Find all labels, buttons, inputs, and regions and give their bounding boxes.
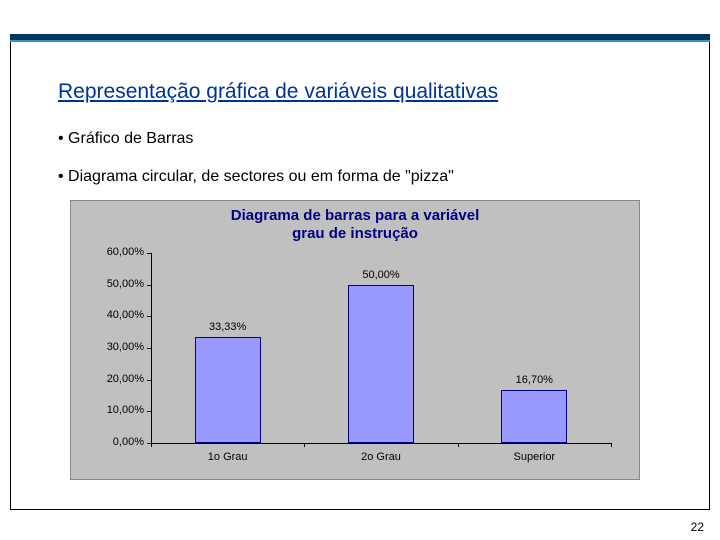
x-category-label: Superior [484,451,584,463]
bar-value-label: 50,00% [341,269,421,281]
x-axis [151,443,611,444]
y-tick-mark [147,380,151,381]
y-tick-label: 20,00% [89,373,144,385]
bar-value-label: 33,33% [188,321,268,333]
y-tick-label: 60,00% [89,246,144,258]
y-tick-label: 30,00% [89,341,144,353]
x-tick-mark [151,443,152,447]
bar [501,390,567,443]
slide: Representação gráfica de variáveis quali… [0,0,720,540]
bar [195,337,261,443]
x-tick-mark [304,443,305,447]
y-tick-label: 40,00% [89,309,144,321]
bar-chart: Diagrama de barras para a variável grau … [70,200,640,480]
x-tick-mark [458,443,459,447]
y-tick-mark [147,285,151,286]
y-tick-mark [147,316,151,317]
y-tick-mark [147,411,151,412]
bar [348,285,414,443]
bullet-item: • Gráfico de Barras [58,130,193,148]
chart-title: Diagrama de barras para a variável grau … [71,201,639,243]
x-tick-mark [611,443,612,447]
y-axis [151,253,152,443]
y-tick-mark [147,253,151,254]
page-number: 22 [691,520,704,534]
bullet-item: • Diagrama circular, de sectores ou em f… [58,168,454,186]
chart-title-line2: grau de instrução [292,225,418,242]
x-category-label: 2o Grau [331,451,431,463]
y-tick-label: 0,00% [89,436,144,448]
bar-value-label: 16,70% [494,374,574,386]
y-tick-label: 10,00% [89,404,144,416]
y-tick-mark [147,348,151,349]
slide-title: Representação gráfica de variáveis quali… [58,80,498,104]
x-category-label: 1o Grau [178,451,278,463]
y-tick-label: 50,00% [89,278,144,290]
chart-title-line1: Diagrama de barras para a variável [231,207,479,224]
